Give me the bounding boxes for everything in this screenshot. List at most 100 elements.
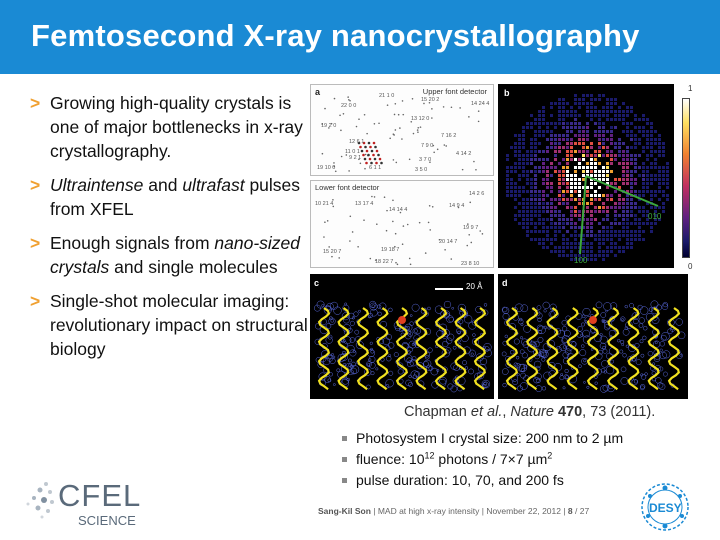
- intensity-pixel: [646, 122, 649, 125]
- intensity-pixel: [618, 154, 621, 157]
- density-contour: [504, 334, 508, 339]
- diffraction-spot: [348, 99, 350, 101]
- intensity-pixel: [514, 150, 517, 153]
- density-contour: [425, 355, 430, 360]
- intensity-pixel: [558, 162, 561, 165]
- intensity-pixel: [534, 130, 537, 133]
- intensity-pixel: [662, 202, 665, 205]
- intensity-pixel: [526, 150, 529, 153]
- density-contour: [571, 341, 577, 347]
- diffraction-spot: [376, 223, 378, 225]
- intensity-pixel: [590, 142, 593, 145]
- intensity-pixel: [538, 114, 541, 117]
- intensity-pixel: [638, 190, 641, 193]
- intensity-pixel: [602, 142, 605, 145]
- intensity-pixel: [522, 130, 525, 133]
- intensity-pixel: [658, 198, 661, 201]
- intensity-pixel: [658, 190, 661, 193]
- axis-100-label: 100: [574, 256, 588, 265]
- density-contour: [354, 329, 360, 335]
- desy-wordmark: DESY: [649, 501, 682, 515]
- intensity-pixel: [574, 190, 577, 193]
- intensity-pixel: [638, 174, 641, 177]
- intensity-pixel: [550, 222, 553, 225]
- intensity-pixel: [578, 210, 581, 213]
- citation-volume: 470: [553, 404, 583, 420]
- intensity-pixel: [606, 210, 609, 213]
- intensity-pixel: [558, 218, 561, 221]
- intensity-pixel: [554, 198, 557, 201]
- intensity-pixel: [634, 194, 637, 197]
- sub-bullet-exponent: 12: [424, 450, 435, 461]
- intensity-pixel: [550, 202, 553, 205]
- intensity-pixel: [506, 154, 509, 157]
- intensity-pixel: [594, 134, 597, 137]
- intensity-pixel: [566, 246, 569, 249]
- helix-trace: [546, 307, 559, 391]
- intensity-pixel: [606, 174, 609, 177]
- intensity-pixel: [634, 154, 637, 157]
- diffraction-spot: [389, 137, 391, 140]
- intensity-pixel: [618, 142, 621, 145]
- density-contour: [407, 346, 413, 353]
- intensity-pixel: [546, 122, 549, 125]
- intensity-pixel: [598, 110, 601, 113]
- diffraction-spot: [363, 219, 365, 221]
- density-contour: [468, 368, 474, 375]
- intensity-pixel: [618, 118, 621, 121]
- intensity-pixel: [622, 170, 625, 173]
- density-contour: [458, 319, 464, 325]
- intensity-pixel: [626, 122, 629, 125]
- intensity-pixel: [622, 214, 625, 217]
- intensity-pixel: [586, 222, 589, 225]
- density-contour: [541, 386, 547, 391]
- intensity-pixel: [626, 242, 629, 245]
- intensity-pixel: [606, 182, 609, 185]
- intensity-pixel: [586, 250, 589, 253]
- intensity-pixel: [574, 258, 577, 261]
- intensity-pixel: [626, 170, 629, 173]
- intensity-pixel: [618, 198, 621, 201]
- diffraction-spot: [342, 112, 345, 115]
- diffraction-spot: [372, 153, 375, 157]
- intensity-pixel: [542, 118, 545, 121]
- intensity-pixel: [566, 222, 569, 225]
- intensity-pixel: [578, 126, 581, 129]
- intensity-pixel: [602, 258, 605, 261]
- intensity-pixel: [594, 130, 597, 133]
- intensity-pixel: [646, 118, 649, 121]
- intensity-pixel: [598, 254, 601, 257]
- intensity-pixel: [598, 246, 601, 249]
- panel-d: d: [498, 274, 688, 399]
- intensity-pixel: [522, 162, 525, 165]
- intensity-pixel: [602, 126, 605, 129]
- intensity-pixel: [562, 202, 565, 205]
- intensity-pixel: [562, 250, 565, 253]
- intensity-pixel: [586, 130, 589, 133]
- intensity-pixel: [570, 234, 573, 237]
- intensity-pixel: [574, 102, 577, 105]
- density-contour: [423, 361, 429, 367]
- intensity-pixel: [562, 126, 565, 129]
- diffraction-spot: [375, 149, 379, 153]
- intensity-pixel: [654, 150, 657, 153]
- intensity-pixel: [566, 170, 569, 173]
- intensity-pixel: [638, 210, 641, 213]
- density-contour: [661, 303, 669, 310]
- intensity-pixel: [650, 174, 653, 177]
- intensity-pixel: [558, 142, 561, 145]
- intensity-pixel: [526, 226, 529, 229]
- density-contour: [622, 328, 630, 336]
- density-contour: [601, 360, 609, 368]
- intensity-pixel: [642, 206, 645, 209]
- scale-bar: [435, 288, 463, 290]
- density-contour: [599, 333, 603, 337]
- miller-index-label: 15 20 2: [421, 97, 439, 103]
- intensity-pixel: [562, 242, 565, 245]
- intensity-pixel: [566, 138, 569, 141]
- diffraction-spot: [374, 259, 377, 261]
- helix-trace: [606, 307, 620, 391]
- panel-c-label: c: [314, 278, 320, 288]
- density-contour: [632, 358, 636, 362]
- diffraction-spot: [468, 233, 471, 236]
